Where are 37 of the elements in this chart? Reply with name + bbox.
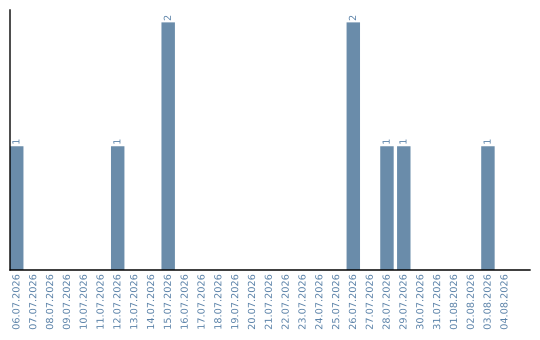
data-label: 2 [164,16,171,20]
x-tick-label: 17.07.2026 [197,274,205,329]
data-label: 2 [348,16,356,20]
x-tick-label: 14.07.2026 [146,274,154,329]
x-tick-label: 21.07.2026 [264,274,272,330]
x-tick-label: 09.07.2026 [62,274,70,330]
x-tick-label: 29.07.2026 [399,274,407,330]
x-tick-label: 18.07.2026 [214,274,222,329]
x-tick-label: 15.07.2026 [164,274,172,329]
x-tick-label: 28.07.2026 [382,274,390,330]
x-tick-label: 08.07.2026 [46,274,54,330]
x-tick-label: 26.07.2026 [348,274,356,330]
x-tick-label: 04.08.2026 [500,274,508,330]
x-tick-label: 19.07.2026 [230,274,238,329]
x-tick-label: 11.07.2026 [96,274,104,329]
data-label: 1 [12,140,20,144]
x-tick-label: 16.07.2026 [180,274,188,329]
x-tick-label: 01.08.2026 [450,274,458,330]
x-tick-label: 13.07.2026 [130,274,138,329]
data-label: 1 [399,140,406,144]
x-tick-label: 30.07.2026 [416,274,424,330]
x-tick-label: 24.07.2026 [315,274,322,330]
x-tick-label: 23.07.2026 [298,274,306,330]
x-tick-label: 20.07.2026 [248,274,256,330]
x-tick-label: 31.07.2026 [432,274,440,330]
x-tick-label: 22.07.2026 [281,274,289,330]
x-tick-label: 12.07.2026 [113,274,121,329]
x-tick-label: 25.07.2026 [332,274,340,330]
x-tick-label: 03.08.2026 [483,274,491,330]
x-tick-label: 02.08.2026 [466,274,474,330]
data-label: 1 [382,140,390,144]
data-label: 1 [484,140,491,144]
x-tick-label: 07.07.2026 [29,274,36,330]
x-tick-label: 27.07.2026 [366,274,373,330]
x-tick-label: 10.07.2026 [80,274,87,329]
data-label: 1 [113,140,120,144]
x-tick-label: 06.07.2026 [12,274,20,330]
